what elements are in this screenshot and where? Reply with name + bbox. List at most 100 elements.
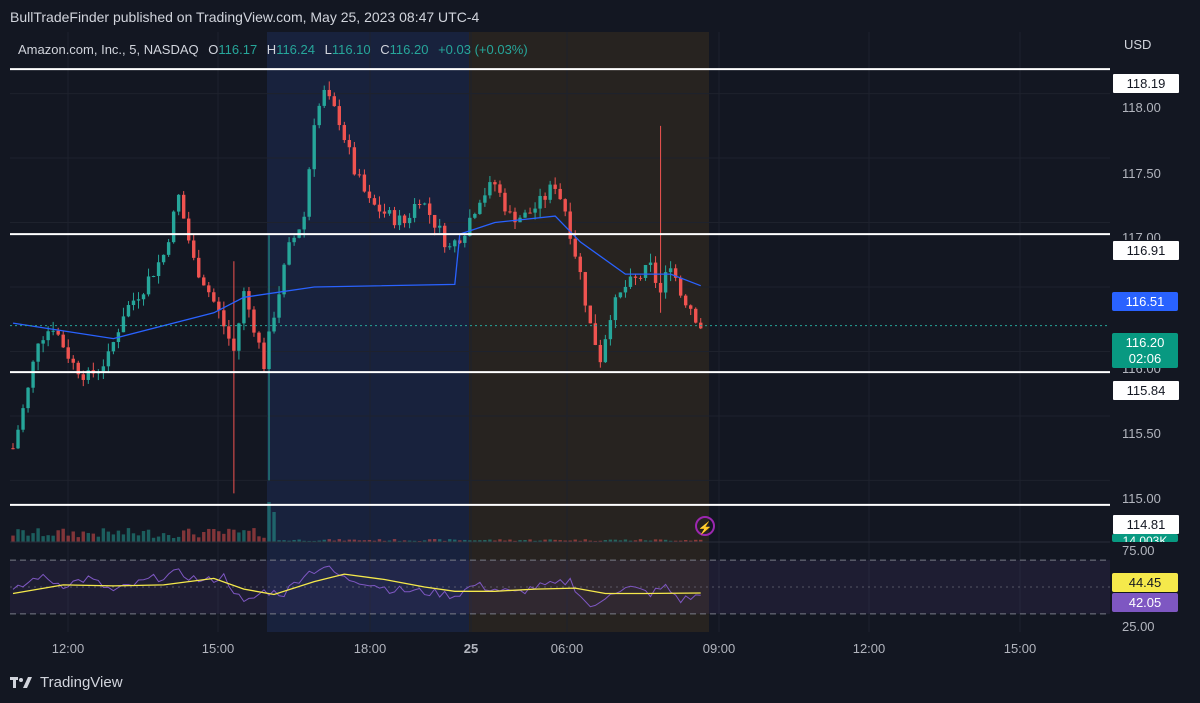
volume-bar [297, 539, 301, 542]
candle-body [187, 218, 191, 241]
candle-body [417, 203, 422, 205]
volume-bar [237, 532, 241, 542]
volume-bar [668, 540, 673, 542]
volume-bar [76, 537, 80, 542]
candle-body [372, 198, 377, 205]
candle-body [136, 299, 141, 301]
level-tag-118-19: 118.19 [1112, 73, 1180, 94]
volume-bar [222, 533, 226, 542]
volume-bar [327, 539, 331, 542]
volume-bar [623, 539, 628, 542]
volume-bar [197, 537, 201, 542]
candle-body [573, 238, 577, 257]
rsi-tick: 25.00 [1122, 619, 1155, 634]
volume-bar [427, 539, 432, 542]
candle-body [448, 246, 452, 248]
volume-bar [638, 539, 643, 542]
volume-bar [347, 539, 352, 542]
volume-tag: 14.003K [1112, 534, 1178, 542]
candle-body [181, 194, 186, 219]
currency-label[interactable]: USD [1124, 37, 1152, 52]
candle-body [121, 316, 126, 333]
candle-body [548, 184, 552, 200]
candle-body [432, 214, 437, 228]
candle-body [292, 237, 296, 243]
high-label: H [266, 42, 277, 57]
volume-bar [633, 540, 638, 542]
candle-body [633, 276, 638, 278]
candle-body [563, 199, 567, 212]
volume-bar [71, 531, 75, 542]
candle-body [322, 89, 326, 106]
candle-body [151, 276, 156, 278]
volume-bar [312, 540, 316, 542]
volume-bar [302, 540, 306, 542]
volume-bar [573, 539, 577, 542]
candle-body [156, 262, 161, 277]
candle-body [176, 194, 181, 212]
volume-bar [252, 528, 256, 542]
candle-body [588, 305, 592, 324]
symbol-name: Amazon.com, Inc., 5, NASDAQ [18, 42, 199, 57]
volume-bar [468, 540, 472, 542]
candle-body [508, 211, 512, 213]
level-tag-116-91: 116.91 [1112, 240, 1180, 261]
volume-bar [207, 528, 211, 542]
volume-bar [503, 540, 507, 542]
candle-body [463, 235, 467, 243]
candle-body [146, 276, 151, 295]
candle-body [458, 240, 462, 243]
volume-bar [66, 535, 70, 542]
volume-bar [282, 540, 286, 542]
volume-bar [287, 540, 291, 542]
candle-body [337, 106, 341, 126]
candle-body [578, 256, 582, 273]
volume-bar [247, 530, 251, 542]
candle-body [26, 387, 30, 409]
candle-body [312, 125, 316, 170]
candle-body [513, 211, 517, 223]
volume-bar [166, 535, 171, 542]
candle-body [558, 188, 562, 200]
footer-brand[interactable]: TradingView [10, 674, 123, 691]
volume-bar [528, 539, 532, 542]
rsi-band [10, 560, 1110, 614]
volume-bar [473, 540, 477, 542]
volume-bar [31, 533, 35, 542]
volume-bar [673, 540, 678, 542]
volume-bar [111, 534, 116, 542]
candle-body [131, 300, 136, 306]
candle-body [327, 89, 331, 97]
volume-bar [16, 529, 20, 542]
volume-bar [372, 540, 377, 542]
candle-body [46, 331, 50, 341]
candle-body [643, 264, 648, 278]
brand-name: TradingView [40, 674, 123, 691]
candle-body [608, 320, 613, 340]
volume-bar [362, 540, 367, 542]
volume-bar [653, 539, 658, 542]
time-tick: 06:00 [550, 641, 584, 656]
candle-body [76, 362, 80, 375]
volume-bar [227, 528, 231, 542]
chart-plot-area[interactable] [10, 32, 1110, 632]
symbol-legend: Amazon.com, Inc., 5, NASDAQ O116.17 H116… [18, 42, 528, 57]
candle-body [613, 297, 618, 321]
low-value: 116.10 [331, 42, 371, 57]
candle-body [332, 96, 336, 107]
candle-body [553, 184, 557, 189]
volume-bar [694, 539, 698, 542]
volume-bar [488, 539, 492, 542]
tradingview-logo-icon [10, 676, 32, 688]
rsi-line [12, 565, 701, 608]
volume-bar [232, 529, 236, 542]
candle-body [387, 210, 392, 214]
candle-body [468, 217, 472, 236]
volume-bar [126, 528, 131, 542]
candle-body [483, 195, 487, 203]
volume-bar [683, 540, 688, 542]
volume-bar [523, 540, 527, 542]
price-tick: 115.00 [1122, 491, 1161, 506]
lightning-icon[interactable]: ⚡ [695, 516, 715, 536]
chart-svg [10, 32, 1110, 632]
